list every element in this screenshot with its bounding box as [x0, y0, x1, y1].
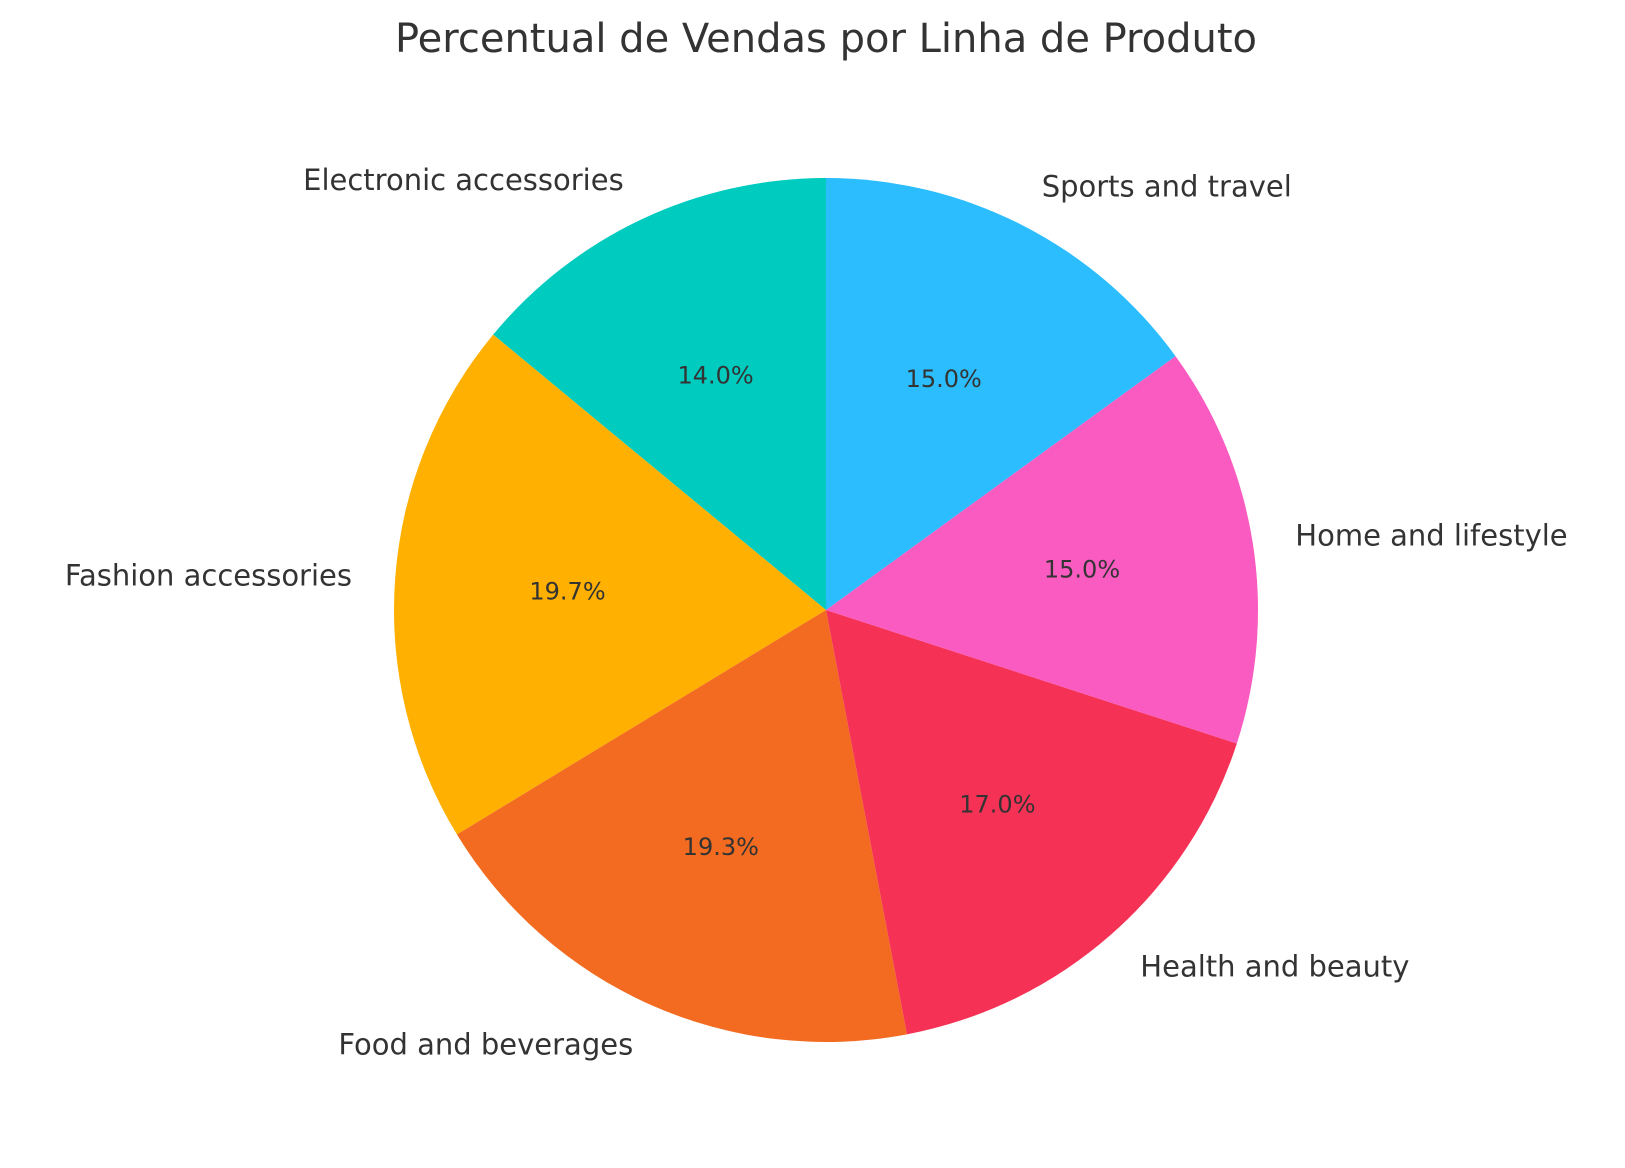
- slice-percent-food-and-beverages: 19.3%: [683, 833, 759, 861]
- pie-slice-home-and-lifestyle: [826, 356, 1259, 744]
- pie-slice-health-and-beauty: [826, 610, 1237, 1035]
- slice-label-health-and-beauty: Health and beauty: [1140, 950, 1409, 984]
- slice-percent-health-and-beauty: 17.0%: [959, 790, 1035, 818]
- slice-label-fashion-accessories: Fashion accessories: [65, 559, 352, 593]
- slice-percent-electronic-accessories: 14.0%: [677, 362, 753, 390]
- slice-percent-sports-and-travel: 15.0%: [906, 365, 982, 393]
- slice-label-electronic-accessories: Electronic accessories: [303, 163, 624, 197]
- pie-slice-electronic-accessories: [493, 178, 826, 610]
- slice-percent-fashion-accessories: 19.7%: [529, 577, 605, 605]
- labels-layer: Electronic accessories 14.0% Fashion acces…: [65, 163, 1568, 1061]
- pie-slice-fashion-accessories: [393, 334, 826, 835]
- slice-label-home-and-lifestyle: Home and lifestyle: [1295, 519, 1567, 553]
- slice-percent-home-and-lifestyle: 15.0%: [1044, 556, 1120, 584]
- slice-label-sports-and-travel: Sports and travel: [1042, 170, 1292, 204]
- slice-label-food-and-beverages: Food and beverages: [338, 1027, 633, 1061]
- pie-slice-food-and-beverages: [456, 610, 907, 1043]
- chart-title: Percentual de Vendas por Linha de Produt…: [395, 16, 1257, 62]
- slices-layer: [393, 177, 1259, 1043]
- pie-slice-sports-and-travel: [826, 177, 1176, 610]
